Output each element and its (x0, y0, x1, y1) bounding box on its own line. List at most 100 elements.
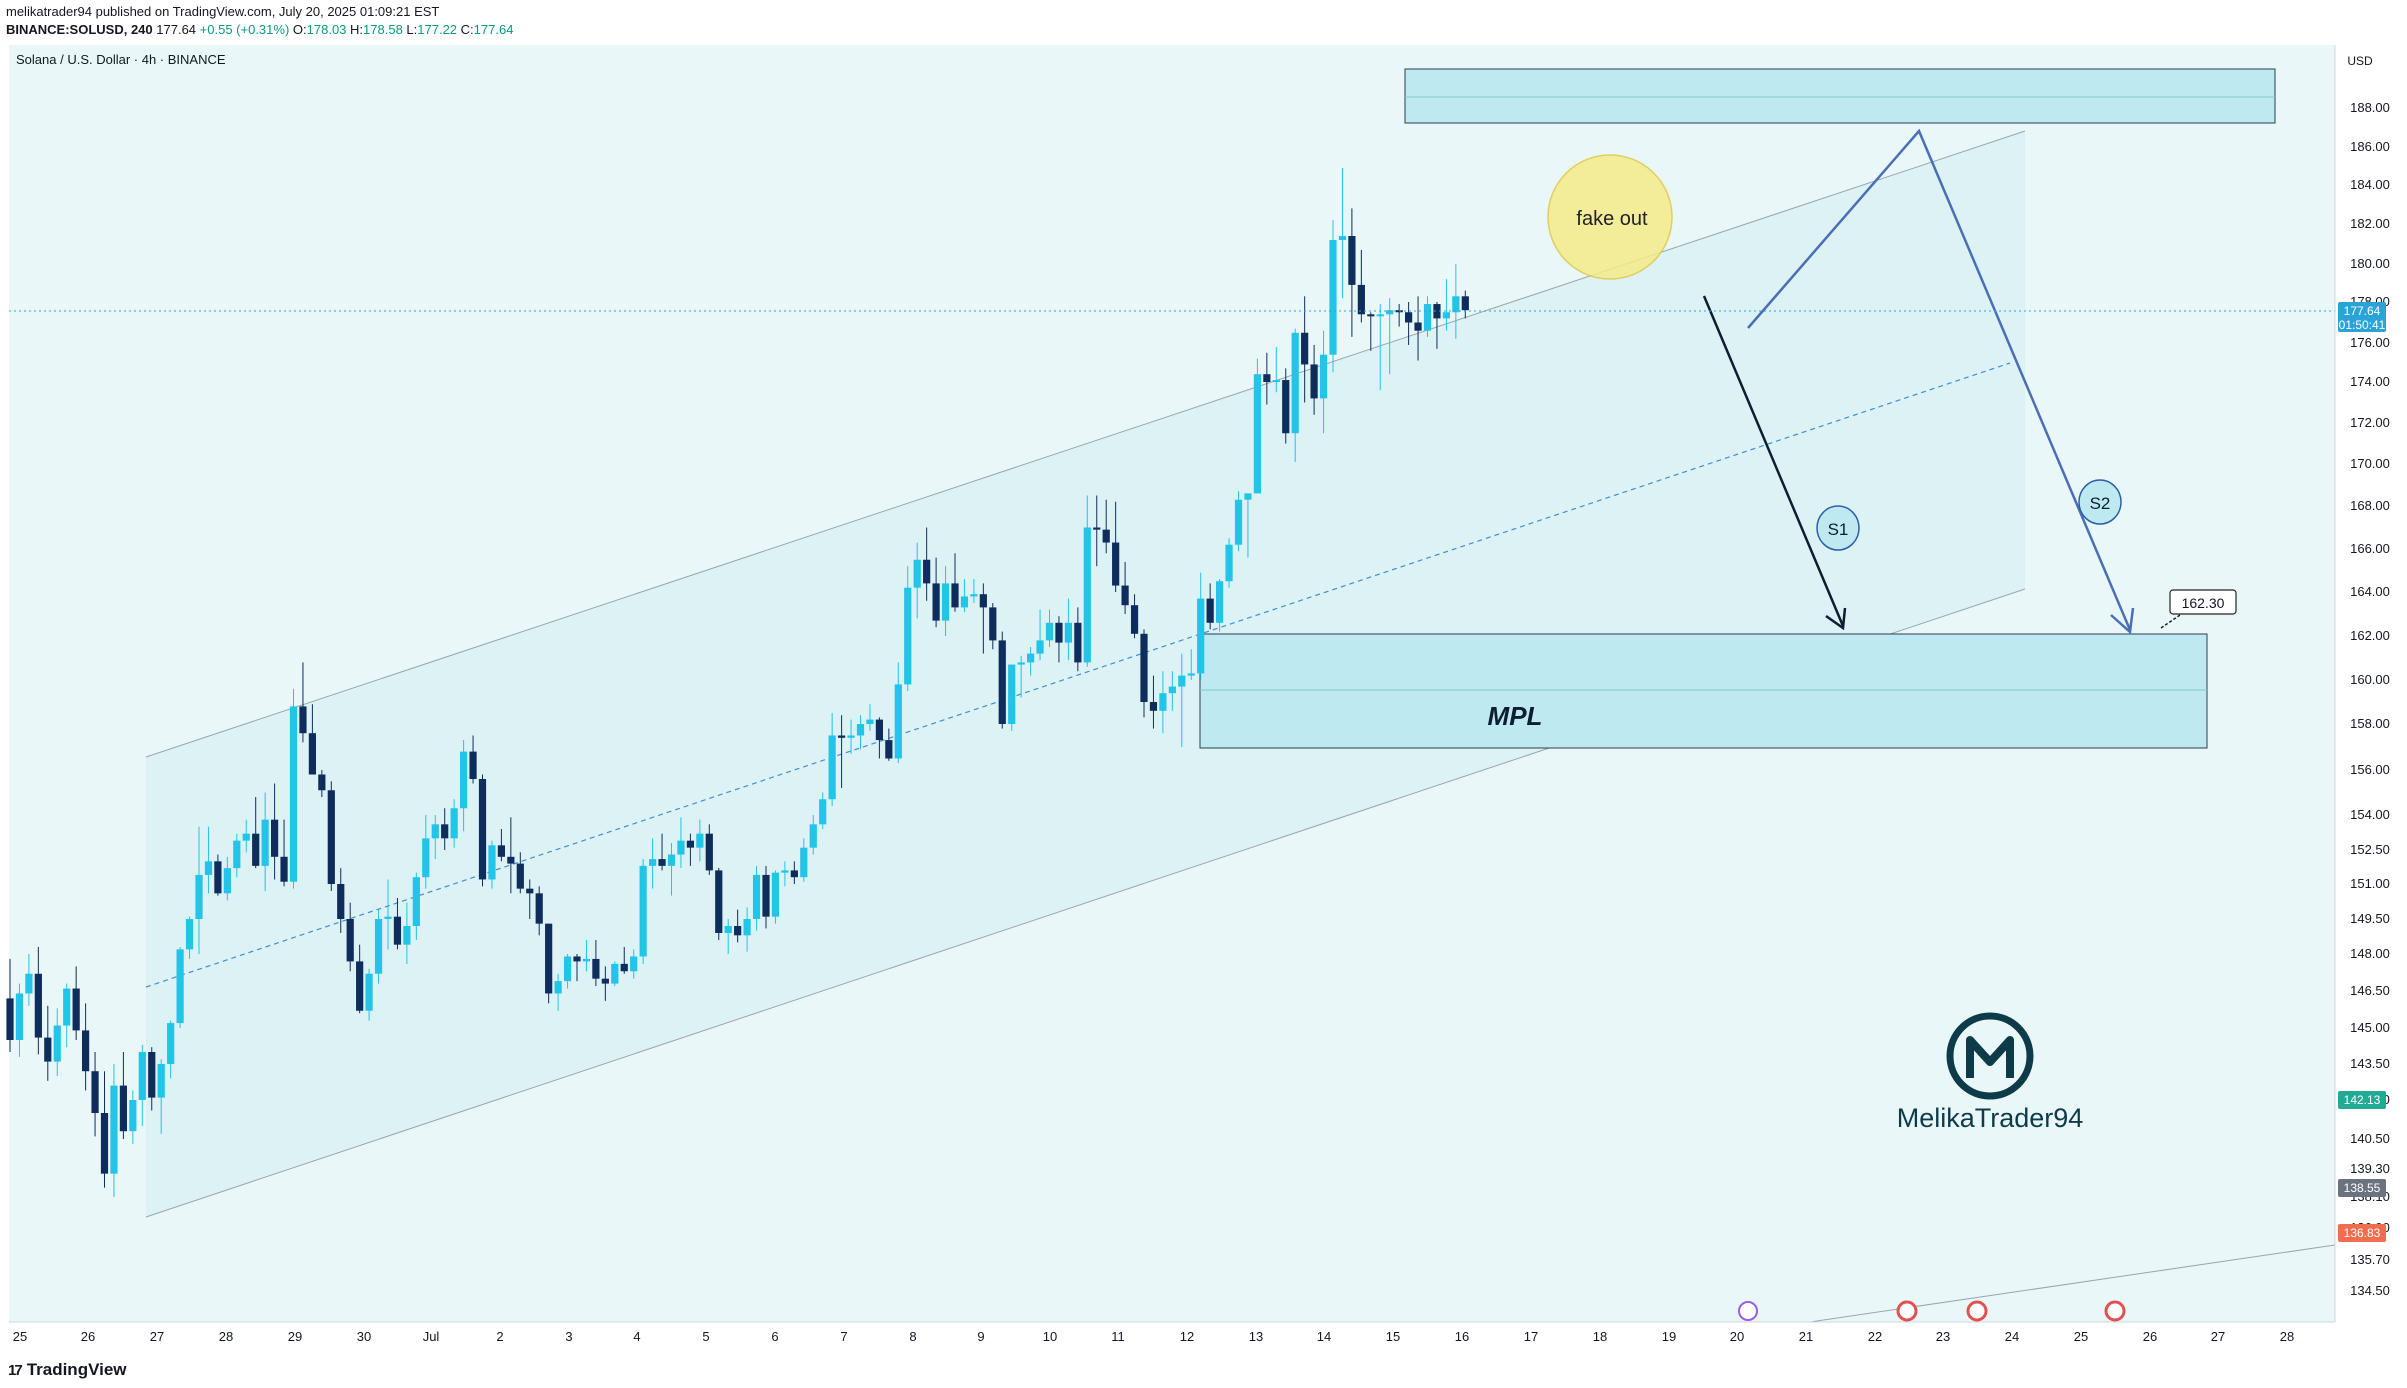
time-axis[interactable] (9, 1323, 2335, 1353)
flag-event-icon[interactable] (1896, 1300, 1918, 1322)
symbol-label: BINANCE:SOLUSD, 240 (6, 22, 153, 37)
candle-body (1386, 310, 1394, 315)
y-tick-label: 176.00 (2350, 335, 2390, 350)
x-tick-label: 20 (1730, 1329, 1744, 1344)
candle-body (1263, 374, 1271, 382)
y-tick-label: 149.50 (2350, 911, 2390, 926)
flag-event-icon[interactable] (1966, 1300, 1988, 1322)
channel-mid-line[interactable] (145, 362, 2011, 988)
x-tick-label: 30 (357, 1329, 371, 1344)
candle-body (516, 863, 524, 889)
open-value: 178.03 (306, 22, 347, 37)
candle-body (1452, 296, 1460, 313)
candle-body (913, 559, 921, 588)
lightning-event-icon[interactable] (1738, 1301, 1758, 1321)
chart-title: Solana / U.S. Dollar · 4h · BINANCE (16, 52, 226, 67)
s2-marker[interactable] (2078, 479, 2122, 525)
channel-upper-line[interactable] (145, 130, 2026, 758)
candle-body (100, 1113, 109, 1174)
candle-body (781, 870, 789, 873)
candle-body (252, 833, 260, 866)
candle-body (894, 684, 902, 759)
candle-body (809, 824, 817, 848)
candle-body (601, 978, 609, 984)
footer-brand: TradingView (26, 1360, 127, 1379)
candle-body (91, 1071, 99, 1113)
x-tick-label: 6 (771, 1329, 778, 1344)
candle-body (639, 865, 647, 957)
flag-event-icon[interactable] (2104, 1300, 2126, 1322)
candle-body (1008, 664, 1016, 724)
candle-body (752, 874, 761, 919)
candle-body (554, 981, 562, 994)
candle-body (195, 874, 203, 919)
y-tick-label: 148.00 (2350, 946, 2390, 961)
mpl-zone[interactable] (1199, 633, 2208, 749)
candle-body (563, 956, 572, 982)
candle-body (658, 859, 666, 866)
zones (1199, 68, 2276, 749)
candle-body (724, 926, 732, 933)
candle-body (337, 884, 345, 919)
channel-fill (146, 131, 2025, 1217)
price-chart[interactable]: fake out MPL S1 S2 162.30 MelikaTrader94 USD 1… (0, 0, 2407, 1358)
candle-body (34, 973, 42, 1038)
candle-body (866, 719, 874, 724)
candle-body (1357, 284, 1365, 315)
candle-body (318, 774, 326, 791)
s2-path[interactable] (1747, 128, 2132, 631)
fake-out-circle[interactable] (1547, 154, 1673, 280)
candle-body (1319, 354, 1328, 399)
candle-body (1272, 380, 1280, 382)
red-price-tag (2338, 1224, 2386, 1242)
x-tick-label: 8 (909, 1329, 916, 1344)
candle-body (431, 824, 439, 839)
candle-body (686, 840, 694, 848)
candle-body (384, 916, 392, 919)
low-label: L: (406, 22, 418, 37)
candle-body (460, 751, 468, 809)
candle-body (507, 856, 515, 864)
x-tick-label: 3 (565, 1329, 572, 1344)
candle-body (441, 824, 449, 839)
y-tick-label: 156.00 (2350, 762, 2390, 777)
y-tick-label: 158.00 (2350, 716, 2390, 731)
candle-body (573, 956, 581, 962)
candle-body (25, 973, 33, 994)
x-tick-label: 5 (702, 1329, 709, 1344)
y-tick-label: 146.50 (2350, 983, 2390, 998)
candle-body (1253, 374, 1261, 494)
supply-zone[interactable] (1404, 68, 2276, 124)
x-tick-label: 15 (1386, 1329, 1400, 1344)
candle-body (1414, 322, 1422, 331)
candle-body (1017, 662, 1025, 665)
s1-marker[interactable] (1816, 505, 1860, 551)
candle-body (998, 640, 1006, 724)
candle-body (261, 819, 269, 866)
x-tick-label: 28 (219, 1329, 233, 1344)
y-tick-label: 140.50 (2350, 1131, 2390, 1146)
candle-body (176, 949, 184, 1024)
s1-arrow[interactable] (1702, 295, 1845, 627)
x-tick-label: 19 (1662, 1329, 1676, 1344)
candle-body (951, 583, 959, 608)
candle-body (1130, 605, 1139, 634)
y-tick-label: 184.00 (2350, 177, 2390, 192)
candle-body (762, 874, 770, 917)
candle-body (365, 973, 373, 1011)
candle-body (356, 961, 364, 1011)
x-tick-label: 13 (1249, 1329, 1263, 1344)
target-box[interactable] (2169, 589, 2237, 615)
candle-body (44, 1037, 52, 1062)
x-tick-label: 10 (1043, 1329, 1057, 1344)
price-axis[interactable] (2336, 45, 2400, 1322)
s1-arrowhead (1825, 607, 1847, 631)
y-tick-label: 180.00 (2350, 256, 2390, 271)
candle-body (904, 587, 912, 685)
gray-price-tag-text: 138.55 (2344, 1181, 2381, 1195)
candles (6, 167, 1469, 1197)
candle-body (620, 963, 628, 972)
candle-body (545, 923, 553, 994)
candle-body (885, 740, 893, 759)
candle-body (1027, 653, 1035, 663)
